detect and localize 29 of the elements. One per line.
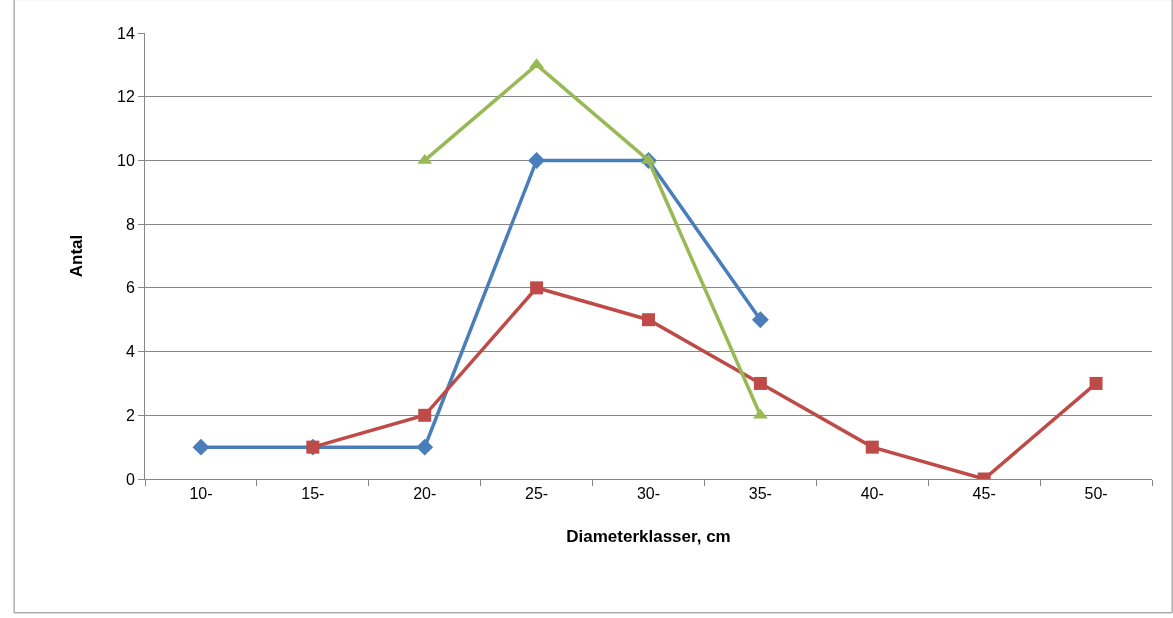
x-tick-label: 10- [189,485,213,503]
y-tick-label: 0 [125,470,135,488]
y-tick-label: 8 [125,215,135,233]
point [530,281,544,295]
x-tick-label: 40- [860,485,884,503]
x-tick-label: 15- [301,485,325,503]
x-tick-label: 35- [748,485,772,503]
y-tick-label: 12 [117,88,135,106]
y-tick-label: 14 [117,24,135,42]
point [416,438,434,456]
point [753,376,767,390]
x-tick-label: 25- [525,485,549,503]
x-tick-label: 50- [1084,485,1108,503]
x-tick-label: 30- [636,485,661,503]
y-tick-label: 10 [117,152,135,170]
y-tick-label: 2 [125,406,135,424]
point [192,438,210,456]
x-tick-label: 20- [413,485,437,503]
x-tick-label: 45- [972,485,996,503]
point [528,151,546,169]
y-axis-title: Antal [66,234,86,278]
point [1089,376,1103,390]
point [865,440,879,454]
y-tick-label: 4 [125,343,135,361]
y-tick-label: 6 [125,279,135,297]
point [418,408,432,422]
point [642,313,655,327]
x-axis-title: Diameterklasser, cm [566,526,731,546]
point [751,311,769,329]
